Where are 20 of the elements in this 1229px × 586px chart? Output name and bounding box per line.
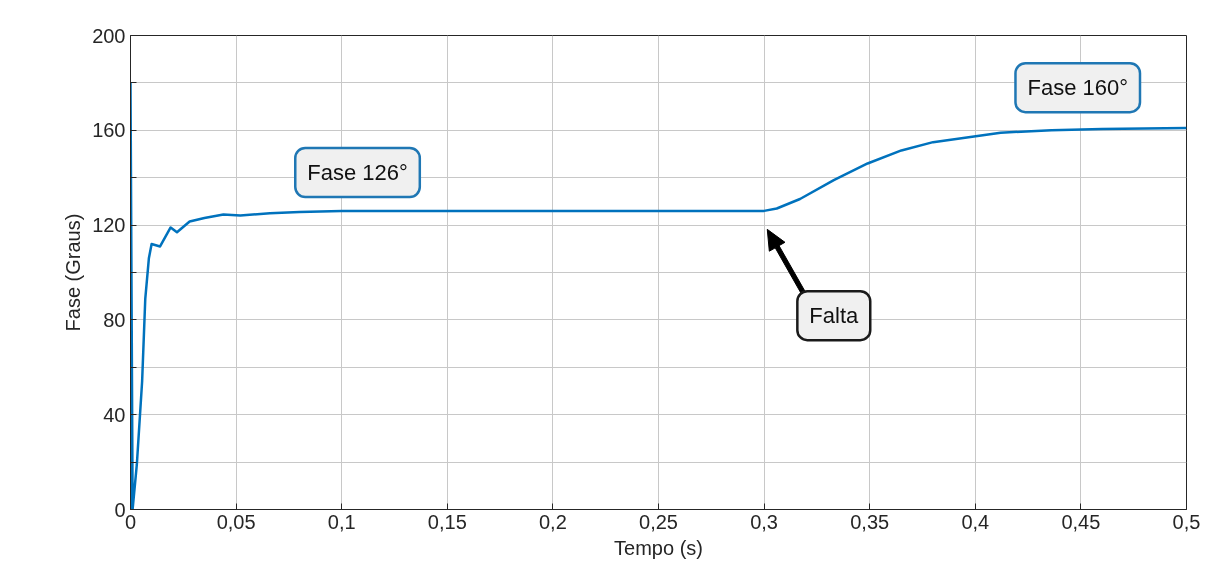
x-tick-label: 0,35 <box>850 510 890 533</box>
x-tick-label: 0,05 <box>216 510 256 533</box>
y-tick-label: 120 <box>92 214 126 237</box>
y-axis-title: Fase (Graus) <box>62 213 85 332</box>
x-tick-label: 0,2 <box>539 510 567 533</box>
x-tick-label: 0,45 <box>1061 510 1101 533</box>
x-tick-label: 0,25 <box>639 510 678 533</box>
x-tick-label: 0,4 <box>961 510 990 533</box>
annotation: Fase 160° <box>1027 75 1128 101</box>
x-tick-label: 0,5 <box>1172 510 1201 533</box>
y-tick-label: 160 <box>92 119 126 142</box>
x-tick-label: 0,1 <box>327 510 356 533</box>
annotation: Falta <box>809 303 860 329</box>
y-tick-label: 80 <box>103 308 126 331</box>
y-tick-label: 200 <box>92 24 126 47</box>
annotation: Fase 126° <box>307 159 408 185</box>
x-tick-label: 0,15 <box>427 510 467 533</box>
x-tick-label: 0,3 <box>750 510 779 533</box>
x-axis-title: Tempo (s) <box>614 536 703 559</box>
y-tick-label: 40 <box>103 403 126 426</box>
